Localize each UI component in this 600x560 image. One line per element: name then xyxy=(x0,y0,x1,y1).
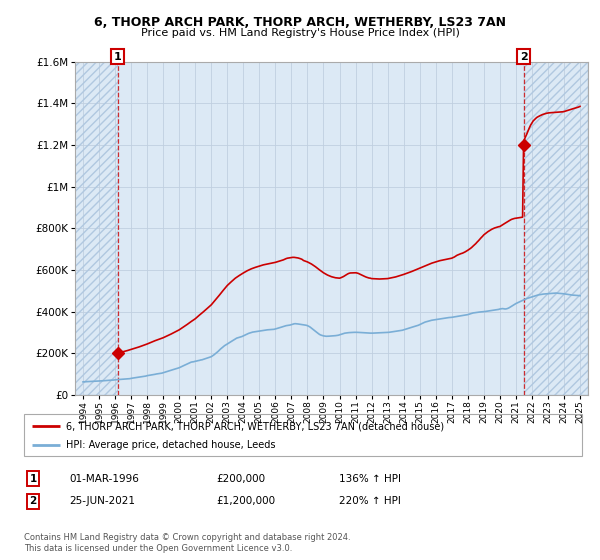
Text: 6, THORP ARCH PARK, THORP ARCH, WETHERBY, LS23 7AN (detached house): 6, THORP ARCH PARK, THORP ARCH, WETHERBY… xyxy=(66,421,444,431)
Text: 220% ↑ HPI: 220% ↑ HPI xyxy=(339,496,401,506)
Bar xyxy=(524,62,588,395)
Text: 136% ↑ HPI: 136% ↑ HPI xyxy=(339,474,401,484)
Text: 01-MAR-1996: 01-MAR-1996 xyxy=(69,474,139,484)
Text: Contains HM Land Registry data © Crown copyright and database right 2024.
This d: Contains HM Land Registry data © Crown c… xyxy=(24,533,350,553)
Text: Price paid vs. HM Land Registry's House Price Index (HPI): Price paid vs. HM Land Registry's House … xyxy=(140,28,460,38)
Text: 2: 2 xyxy=(520,52,527,62)
Text: £1,200,000: £1,200,000 xyxy=(216,496,275,506)
Bar xyxy=(75,62,118,395)
Text: 6, THORP ARCH PARK, THORP ARCH, WETHERBY, LS23 7AN: 6, THORP ARCH PARK, THORP ARCH, WETHERBY… xyxy=(94,16,506,29)
Text: HPI: Average price, detached house, Leeds: HPI: Average price, detached house, Leed… xyxy=(66,440,275,450)
Text: 25-JUN-2021: 25-JUN-2021 xyxy=(69,496,135,506)
Text: 1: 1 xyxy=(114,52,122,62)
Text: 2: 2 xyxy=(29,496,37,506)
Text: 1: 1 xyxy=(29,474,37,484)
Text: £200,000: £200,000 xyxy=(216,474,265,484)
